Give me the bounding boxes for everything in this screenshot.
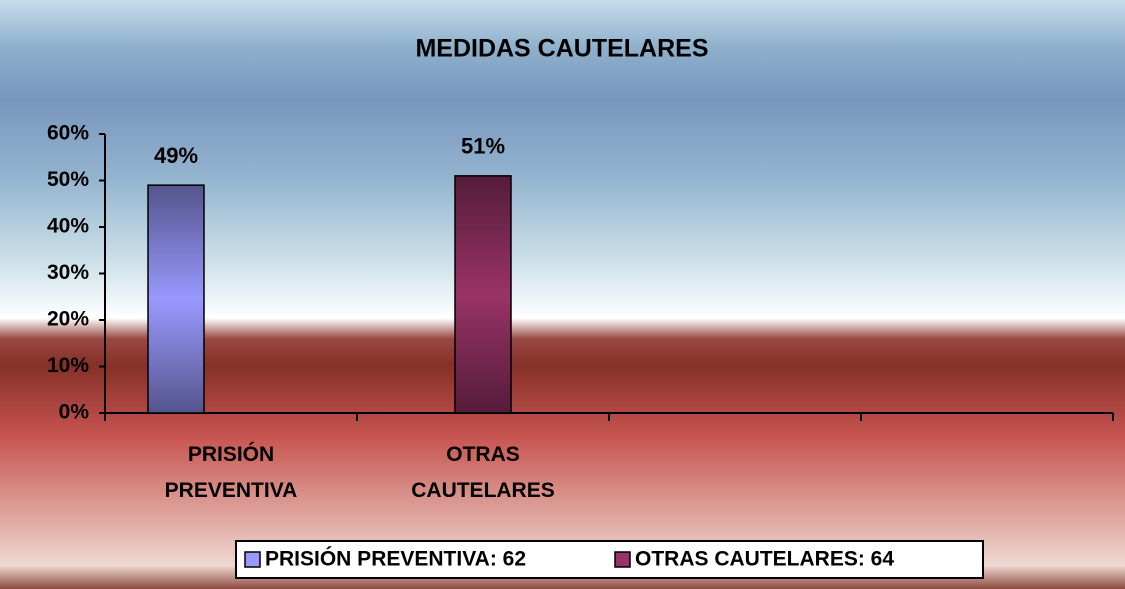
legend-label: OTRAS CAUTELARES: 64 [635,548,894,571]
bar-shade [454,175,512,414]
legend [235,540,984,579]
x-tick-label: OTRAS CAUTELARES [411,443,555,502]
chart-title: MEDIDAS CAUTELARES [415,35,708,63]
y-tick-label: 10% [47,354,89,377]
y-tick-label: 50% [47,168,89,191]
y-tick-label: 20% [47,308,89,331]
y-tick-label: 60% [47,122,89,145]
legend-swatch [614,551,631,568]
data-label: 49% [154,143,198,168]
bar-shade [147,184,205,414]
x-tick-label: PRISIÓN PREVENTIVA [165,442,298,502]
y-tick-label: 0% [59,401,90,424]
y-tick-label: 30% [47,261,89,284]
legend-swatch [244,551,261,568]
data-label: 51% [461,134,505,159]
y-tick-label: 40% [47,215,89,238]
legend-label: PRISIÓN PREVENTIVA: 62 [265,547,526,571]
